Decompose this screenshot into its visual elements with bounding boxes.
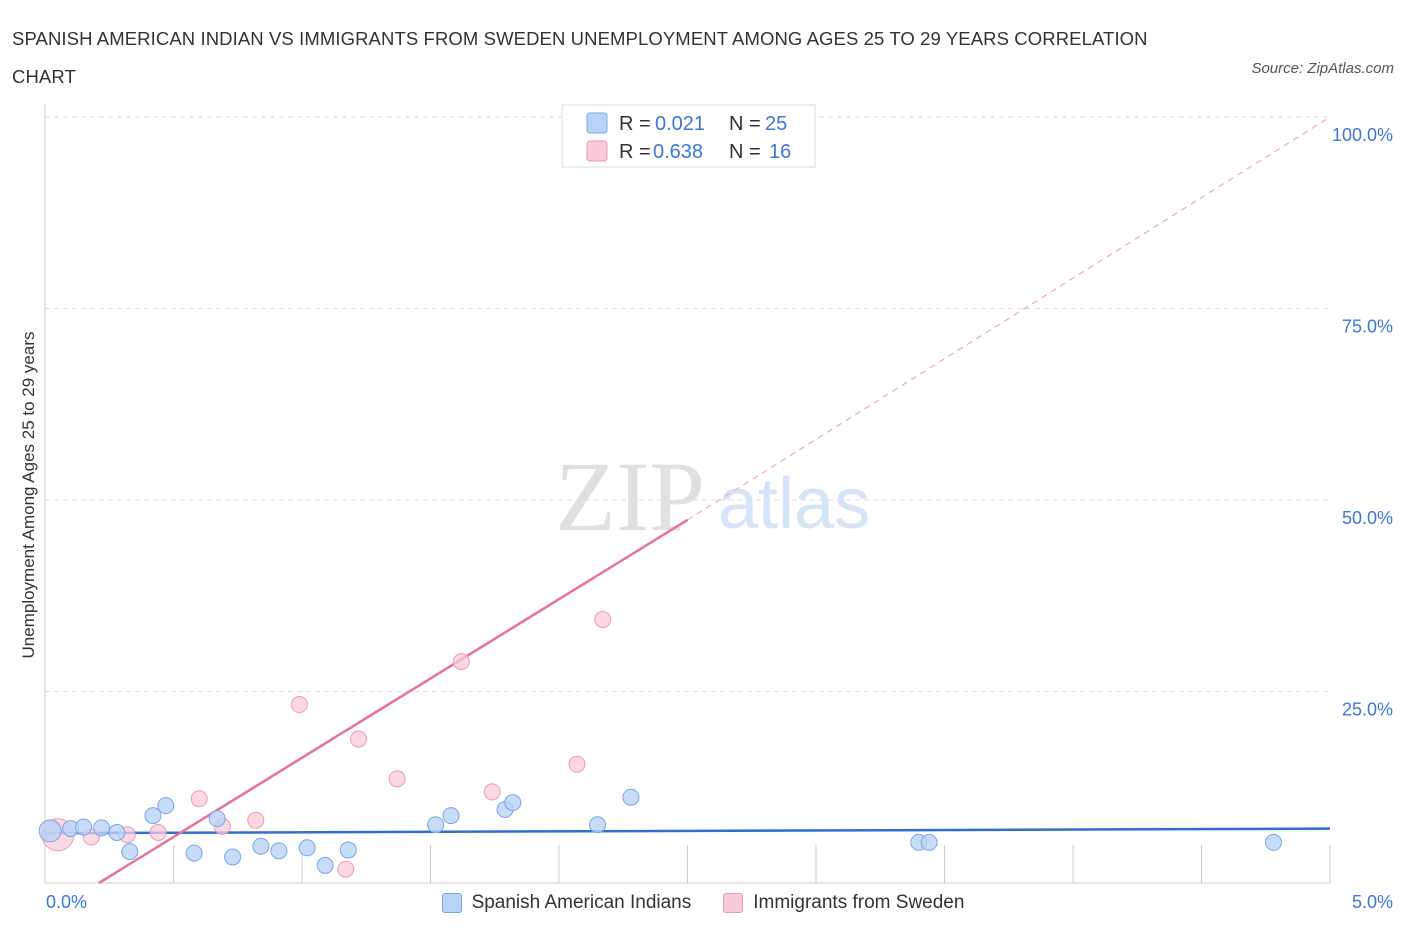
point-immigrants-from-sweden-10 xyxy=(388,770,406,788)
legend-label-immigrants-from-sweden: Immigrants from Sweden xyxy=(753,892,965,913)
point-immigrants-from-sweden-4 xyxy=(190,790,208,808)
stats-swatch-blue xyxy=(586,112,608,134)
point-spanish-american-indians-6 xyxy=(144,807,162,825)
point-spanish-american-indians-11 xyxy=(252,837,270,855)
y-tick-label-3: 100.0% xyxy=(1332,125,1393,145)
x-tick-label-0: 0.0% xyxy=(46,892,87,912)
legend-item-spanish-american-indians: Spanish American Indians xyxy=(441,892,692,914)
y-tick-label-1: 50.0% xyxy=(1342,508,1393,528)
stats-n-value-pink: 16 xyxy=(769,141,791,163)
point-immigrants-from-sweden-3 xyxy=(149,823,167,841)
point-spanish-american-indians-5 xyxy=(121,843,139,861)
source-label: Source: ZipAtlas.com xyxy=(1251,60,1394,77)
stats-legend: R = 0.021 N = 25 R = 0.638 N = 16 xyxy=(561,104,816,168)
stats-n-label-pink: N = xyxy=(729,141,761,163)
y-tick-label-2: 75.0% xyxy=(1342,317,1393,337)
stats-r-value-pink: 0.638 xyxy=(653,141,703,163)
point-immigrants-from-sweden-8 xyxy=(337,860,355,878)
points-spanish-american-indians xyxy=(38,788,1282,874)
trend-line-pink-extension xyxy=(687,116,1331,521)
point-immigrants-from-sweden-7 xyxy=(290,696,308,714)
point-immigrants-from-sweden-12 xyxy=(483,783,501,801)
stats-n-value-blue: 25 xyxy=(765,113,787,135)
trend-line-pink xyxy=(98,518,689,885)
point-spanish-american-indians-14 xyxy=(316,856,334,874)
grid-lines xyxy=(45,116,1330,692)
watermark-atlas: atlas xyxy=(718,464,870,544)
stats-r-label-pink: R = xyxy=(619,141,651,163)
trend-lines xyxy=(44,116,1331,885)
y-tick-label-0: 25.0% xyxy=(1342,700,1393,720)
point-spanish-american-indians-4 xyxy=(108,823,126,841)
point-spanish-american-indians-10 xyxy=(224,848,242,866)
point-spanish-american-indians-8 xyxy=(185,844,203,862)
point-spanish-american-indians-21 xyxy=(622,788,640,806)
point-spanish-american-indians-12 xyxy=(270,842,288,860)
tick-labels: 25.0% 50.0% 75.0% 100.0% 0.0% 5.0% xyxy=(46,125,1393,912)
stats-swatch-pink xyxy=(586,140,608,162)
point-immigrants-from-sweden-13 xyxy=(568,755,586,773)
stats-r-value-blue: 0.021 xyxy=(655,113,705,135)
watermark-zip: ZIP xyxy=(555,441,705,552)
stats-r-label-blue: R = xyxy=(619,113,651,135)
point-immigrants-from-sweden-9 xyxy=(350,730,368,748)
stats-n-label-blue: N = xyxy=(729,113,761,135)
trend-line-blue xyxy=(44,827,1331,835)
x-tick-label-1: 5.0% xyxy=(1352,892,1393,912)
legend-label-spanish-american-indians: Spanish American Indians xyxy=(471,892,692,913)
legend-swatch-pink xyxy=(723,893,744,913)
point-spanish-american-indians-13 xyxy=(298,839,316,857)
y-axis-label: Unemployment Among Ages 25 to 29 years xyxy=(19,332,38,659)
point-spanish-american-indians-15 xyxy=(339,841,357,859)
point-spanish-american-indians-16 xyxy=(427,816,445,834)
point-spanish-american-indians-7 xyxy=(157,797,175,815)
axes xyxy=(44,104,1331,884)
point-spanish-american-indians-9 xyxy=(208,810,226,828)
point-spanish-american-indians-2 xyxy=(75,818,93,836)
series-legend: Spanish American Indians Immigrants from… xyxy=(0,888,1406,918)
point-spanish-american-indians-24 xyxy=(1264,833,1282,851)
point-immigrants-from-sweden-11 xyxy=(452,653,470,671)
point-spanish-american-indians-19 xyxy=(504,794,522,812)
points-immigrants-from-sweden xyxy=(41,108,643,878)
legend-swatch-blue xyxy=(441,893,462,913)
legend-item-immigrants-from-sweden: Immigrants from Sweden xyxy=(723,892,964,914)
point-spanish-american-indians-23 xyxy=(920,833,938,851)
point-spanish-american-indians-3 xyxy=(93,819,111,837)
point-spanish-american-indians-0 xyxy=(38,819,62,843)
point-spanish-american-indians-17 xyxy=(442,807,460,825)
point-spanish-american-indians-20 xyxy=(589,816,607,834)
chart-title: SPANISH AMERICAN INDIAN VS IMMIGRANTS FR… xyxy=(12,28,1148,87)
point-immigrants-from-sweden-6 xyxy=(247,811,265,829)
point-immigrants-from-sweden-14 xyxy=(594,610,612,628)
